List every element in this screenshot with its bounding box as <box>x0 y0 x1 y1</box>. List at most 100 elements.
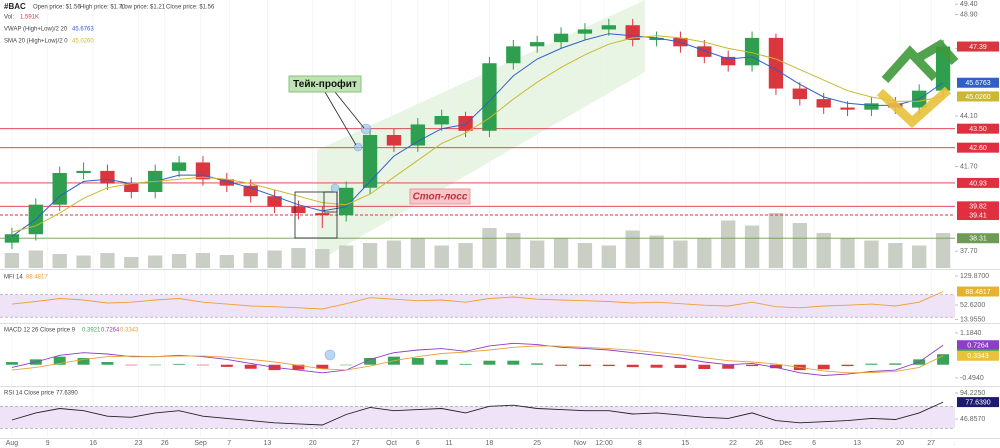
volume-bar <box>434 245 449 268</box>
take-profit-label: Тейк-профит <box>293 78 357 90</box>
arrow <box>324 91 357 146</box>
y-tick-label: 52.6200 <box>960 302 985 309</box>
x-tick-label: 15 <box>681 440 689 447</box>
candle-body <box>100 170 115 184</box>
marker <box>330 183 340 193</box>
x-tick-label: 9 <box>46 440 50 447</box>
x-tick-label: 22 <box>729 440 737 447</box>
histogram-bar <box>340 364 353 366</box>
y-tick-label: 49.40 <box>960 1 978 8</box>
candle-body <box>315 213 330 216</box>
volume-bar <box>52 254 67 268</box>
x-tick-label: 6 <box>416 440 420 447</box>
histogram-bar <box>459 363 472 365</box>
x-tick-label: 25 <box>533 440 541 447</box>
volume-bar <box>768 213 784 268</box>
histogram-bar <box>125 364 138 366</box>
x-tick-label: 23 <box>135 440 143 447</box>
candle-body <box>530 42 545 47</box>
volume-bar <box>744 225 760 268</box>
histogram-bar <box>244 364 257 369</box>
price-badge <box>957 350 999 361</box>
volume-bar <box>291 248 306 268</box>
volume-bar <box>816 233 831 268</box>
info: Low price: $1.21 <box>121 5 166 11</box>
x-tick-label: Dec <box>779 440 792 447</box>
price-badge <box>957 77 999 88</box>
candle-body <box>434 116 449 125</box>
price-badge-label: 39.82 <box>969 204 987 211</box>
volume-bar <box>530 240 545 268</box>
vwap-name: VWAP (High+Low)/2 20 <box>4 27 68 33</box>
candle-body <box>458 116 473 131</box>
volume-bar <box>4 253 20 268</box>
volume-bar <box>577 243 593 268</box>
marker <box>324 349 336 361</box>
x-tick-label: 13 <box>853 440 861 447</box>
x-tick-label: 27 <box>927 440 935 447</box>
macd-value: 0.7264 <box>101 328 120 334</box>
x-tick-label: 27 <box>352 440 360 447</box>
x-tick-label: 20 <box>896 440 904 447</box>
indicator-line <box>11 401 944 426</box>
histogram-bar <box>364 358 377 365</box>
info: Close price: $1.56 <box>166 5 215 11</box>
candle-body <box>697 46 712 57</box>
info: Open price: $1.56 <box>33 5 81 11</box>
volume-bar <box>243 253 258 268</box>
histogram-bar <box>841 364 854 367</box>
price-badge-label: 38.31 <box>969 236 987 243</box>
logo-part <box>876 86 951 129</box>
histogram-bar <box>602 364 615 367</box>
price-badge <box>957 286 999 297</box>
candle-body <box>291 206 306 214</box>
candle-body <box>864 103 879 110</box>
price-badge <box>957 123 999 134</box>
arrow <box>334 91 365 129</box>
candle-body <box>601 25 616 30</box>
histogram-bar <box>316 364 329 369</box>
x-tick-label: Oct <box>386 440 397 447</box>
candle-body <box>768 37 784 89</box>
histogram-bar <box>220 364 233 367</box>
histogram-bar <box>746 364 759 367</box>
candle-body <box>482 63 497 131</box>
price-badge-label: 47.39 <box>969 44 987 51</box>
price-badge <box>957 397 999 408</box>
x-tick-label: Aug <box>6 440 19 447</box>
candle-body <box>362 135 378 188</box>
price-badge-label: 45.6763 <box>965 80 990 87</box>
logo-part <box>912 39 959 65</box>
volume-bar <box>315 249 330 268</box>
x-tick-label: 26 <box>755 440 763 447</box>
volume-bar <box>935 233 951 268</box>
histogram-bar <box>435 359 448 365</box>
volume-bar <box>601 245 616 268</box>
volume-bar <box>410 238 425 268</box>
price-axis-bg <box>955 0 1000 448</box>
volume-bar <box>864 240 879 268</box>
y-tick-label: 13.9550 <box>960 316 985 323</box>
volume-bar <box>124 257 139 268</box>
y-tick-label: 129.8700 <box>960 273 989 280</box>
x-tick-label: 11 <box>445 440 452 447</box>
histogram-bar <box>5 362 18 365</box>
x-tick-label: 12:00 <box>595 440 613 447</box>
volume-bar <box>171 254 187 268</box>
indicator-line <box>11 35 944 233</box>
price-badge-label: 45.0260 <box>965 94 990 101</box>
volume-bar <box>195 253 211 268</box>
candle-body <box>721 56 736 66</box>
histogram-bar <box>173 363 186 365</box>
x-tick-label: 13 <box>264 440 272 447</box>
candle-body <box>506 46 521 64</box>
volume-caption: Vol: <box>4 15 14 21</box>
price-badge <box>957 41 999 52</box>
volume-bar <box>482 228 497 268</box>
histogram-bar <box>817 364 830 370</box>
candle-body <box>267 196 282 207</box>
candle-body <box>4 234 20 243</box>
trend-channel <box>317 0 645 262</box>
y-tick-label: 46.8570 <box>960 416 985 423</box>
candle-body <box>649 37 664 40</box>
